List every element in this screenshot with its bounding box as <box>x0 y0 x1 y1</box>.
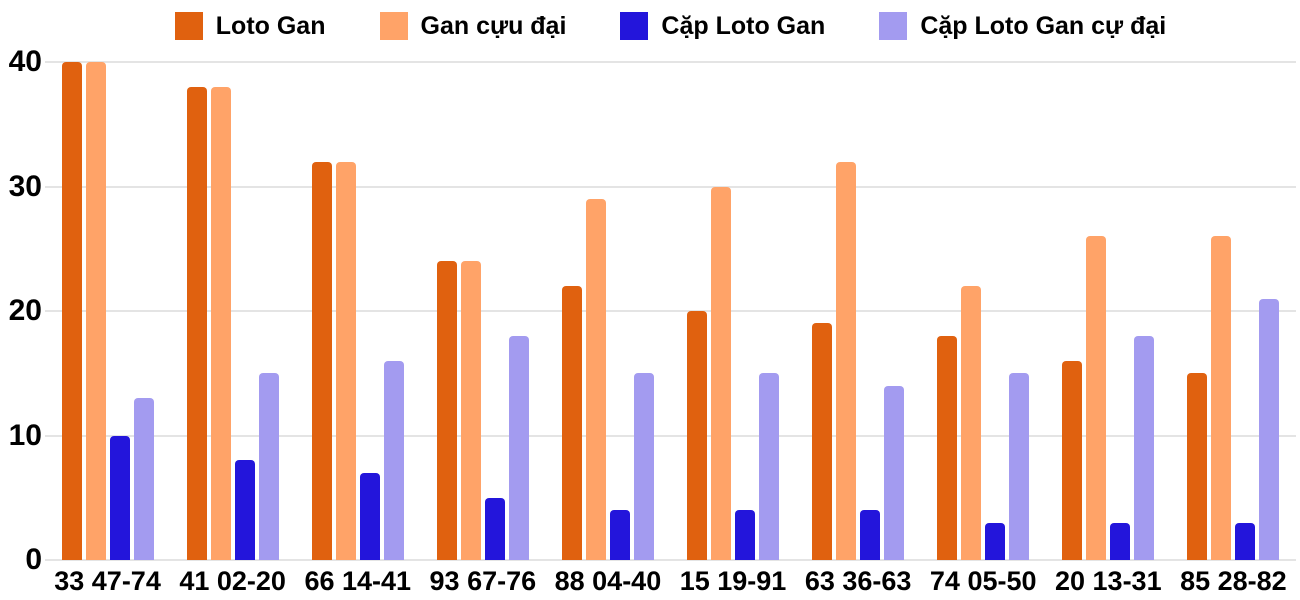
bar-series3-group6[interactable] <box>884 385 905 560</box>
x-tick-label: 88 04-40 <box>554 566 662 596</box>
bar-series2-group8[interactable] <box>1110 522 1131 560</box>
bar-group-1 <box>170 62 295 560</box>
x-tick-label: 20 13-31 <box>1055 566 1162 596</box>
legend-item-3[interactable]: Cặp Loto Gan cự đại <box>879 12 1166 41</box>
bar-series1-group5[interactable] <box>711 186 732 560</box>
bar-series2-group9[interactable] <box>1235 522 1256 560</box>
bar-series0-group8[interactable] <box>1062 360 1083 560</box>
x-tick-label: 63 36-63 <box>804 566 912 596</box>
gridline-20 <box>45 310 1296 312</box>
bar-series0-group5[interactable] <box>687 311 708 560</box>
legend-swatch-1 <box>379 12 408 40</box>
bar-series2-group1[interactable] <box>234 460 255 560</box>
gridline-30 <box>45 185 1296 188</box>
bar-series2-group0[interactable] <box>109 435 130 560</box>
y-tick-label: 30 <box>8 169 42 203</box>
legend-swatch-0 <box>174 12 203 40</box>
bar-series3-group4[interactable] <box>633 373 654 560</box>
bar-series0-group2[interactable] <box>311 161 332 560</box>
bar-series2-group6[interactable] <box>860 510 881 560</box>
x-tick-label: 66 14-41 <box>304 566 412 596</box>
bar-series3-group7[interactable] <box>1009 373 1030 560</box>
bar-series0-group9[interactable] <box>1187 373 1208 560</box>
y-tick-label: 10 <box>8 418 42 452</box>
legend-item-2[interactable]: Cặp Loto Gan <box>620 12 825 41</box>
bar-series2-group2[interactable] <box>359 472 380 560</box>
bar-group-3 <box>420 62 545 560</box>
y-tick-label: 40 <box>8 45 42 78</box>
bar-series2-group7[interactable] <box>985 522 1006 560</box>
bar-group-2 <box>295 62 420 560</box>
bar-series0-group1[interactable] <box>186 86 207 560</box>
bar-series1-group3[interactable] <box>460 261 481 560</box>
x-tick-label: 85 28-82 <box>1180 566 1287 596</box>
bar-series1-group6[interactable] <box>836 161 857 560</box>
y-tick-label: 20 <box>8 294 42 327</box>
bar-series2-group3[interactable] <box>484 497 505 560</box>
bar-series1-group2[interactable] <box>335 161 356 560</box>
legend-swatch-3 <box>879 12 908 40</box>
bar-series0-group6[interactable] <box>812 323 833 560</box>
bar-series1-group1[interactable] <box>210 86 231 560</box>
x-tick-label: 33 47-74 <box>54 566 161 596</box>
x-tick-label: 15 19-91 <box>679 566 787 596</box>
bar-series3-group5[interactable] <box>759 373 780 560</box>
bar-group-8 <box>1046 62 1171 560</box>
x-tick-label: 93 67-76 <box>429 566 537 596</box>
bar-series0-group3[interactable] <box>436 261 457 560</box>
legend-item-0[interactable]: Loto Gan <box>174 11 326 41</box>
bar-group-5 <box>670 62 795 560</box>
bar-group-6 <box>796 62 921 560</box>
legend-swatch-2 <box>620 12 649 40</box>
bar-groups <box>45 62 1296 560</box>
bar-series3-group2[interactable] <box>383 360 404 560</box>
gridline-40 <box>45 61 1296 63</box>
bar-series1-group9[interactable] <box>1211 236 1232 560</box>
gridline-10 <box>45 434 1296 437</box>
bar-series3-group8[interactable] <box>1134 335 1155 560</box>
bar-series0-group7[interactable] <box>937 335 958 560</box>
bar-series1-group7[interactable] <box>961 286 982 560</box>
bar-series3-group1[interactable] <box>258 373 279 560</box>
bar-series2-group4[interactable] <box>609 510 630 560</box>
bar-series1-group8[interactable] <box>1086 236 1107 560</box>
x-tick-label: 41 02-20 <box>179 566 286 596</box>
x-axis-labels: 33 47-74 41 02-20 66 14-41 93 67-76 88 04-40… <box>45 566 1296 596</box>
x-tick-label: 74 05-50 <box>929 566 1037 596</box>
bar-series0-group0[interactable] <box>61 62 82 560</box>
bar-series0-group4[interactable] <box>561 286 582 560</box>
bar-series1-group4[interactable] <box>585 198 606 560</box>
legend-label-3: Cặp Loto Gan cự đại <box>920 11 1167 40</box>
chart-legend: Loto Gan Gan cựu đại Cặp Loto Gan Cặp Loto … <box>45 6 1296 46</box>
legend-label-0: Loto Gan <box>215 11 326 40</box>
bar-series3-group3[interactable] <box>508 335 529 560</box>
bar-series3-group9[interactable] <box>1259 298 1280 560</box>
bar-series1-group0[interactable] <box>85 62 106 560</box>
bar-group-7 <box>921 62 1046 560</box>
legend-item-1[interactable]: Gan cựu đại <box>379 11 567 41</box>
gridline-0 <box>45 559 1296 561</box>
bar-group-4 <box>545 62 670 560</box>
bar-group-0 <box>45 62 170 560</box>
bar-series3-group0[interactable] <box>133 398 154 560</box>
plot-area <box>45 61 1296 561</box>
y-tick-label: 0 <box>25 543 42 576</box>
legend-label-2: Cặp Loto Gan <box>661 11 826 40</box>
bar-series2-group5[interactable] <box>735 510 756 560</box>
bar-group-9 <box>1171 62 1296 560</box>
legend-label-1: Gan cựu đại <box>420 11 567 40</box>
